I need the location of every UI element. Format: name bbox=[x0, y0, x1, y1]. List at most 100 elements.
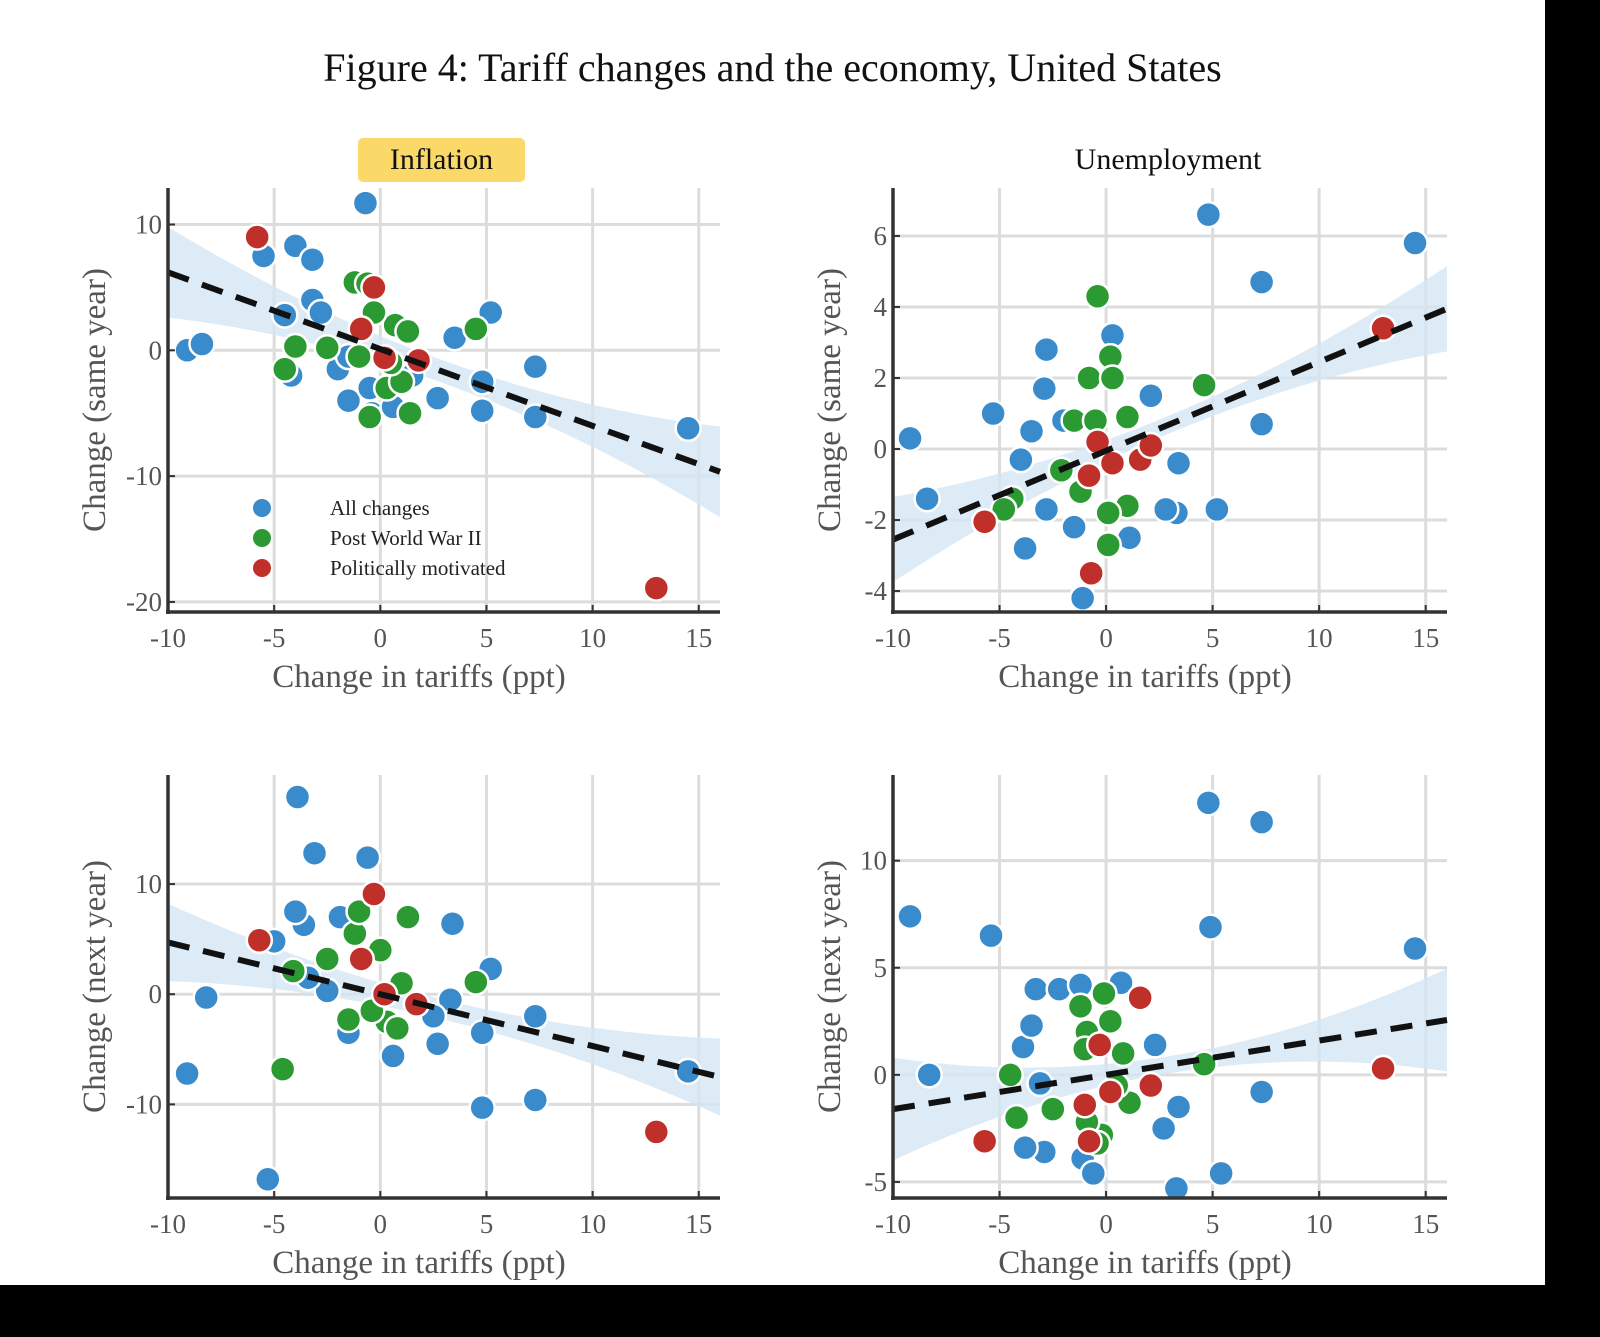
point-political bbox=[1085, 1031, 1114, 1059]
x-tick-label: 10 bbox=[579, 623, 606, 653]
x-tick-label: -5 bbox=[263, 623, 286, 653]
point-all bbox=[977, 921, 1005, 950]
x-tick-label: -5 bbox=[988, 623, 1011, 653]
point-all bbox=[1194, 200, 1223, 229]
point-postwar bbox=[1096, 1007, 1125, 1036]
point-political bbox=[360, 273, 388, 302]
point-all bbox=[1164, 1093, 1193, 1121]
point-all bbox=[334, 386, 363, 415]
point-all bbox=[1247, 808, 1276, 836]
y-tick-label: 2 bbox=[874, 363, 888, 393]
x-tick-label: 5 bbox=[480, 623, 494, 653]
point-all bbox=[1137, 381, 1165, 410]
point-political bbox=[347, 945, 375, 973]
point-all bbox=[1247, 1078, 1276, 1106]
point-all bbox=[423, 1030, 452, 1058]
point-all bbox=[915, 1061, 943, 1089]
y-axis-label: Change (next year) bbox=[77, 860, 113, 1113]
point-all bbox=[298, 245, 327, 274]
legend-marker-political bbox=[253, 559, 271, 577]
point-all bbox=[1207, 1159, 1235, 1188]
point-political bbox=[970, 508, 999, 536]
point-political bbox=[642, 574, 671, 602]
point-postwar bbox=[313, 334, 341, 362]
x-tick-label: 5 bbox=[1206, 1209, 1220, 1239]
point-postwar bbox=[271, 355, 299, 383]
x-tick-label: -10 bbox=[150, 623, 186, 653]
point-postwar bbox=[345, 342, 373, 371]
figure-title: Figure 4: Tariff changes and the economy… bbox=[323, 45, 1222, 90]
point-postwar bbox=[1190, 371, 1218, 399]
point-all bbox=[1017, 1011, 1046, 1040]
point-all bbox=[1164, 449, 1193, 477]
x-tick-label: -5 bbox=[263, 1209, 286, 1239]
y-tick-label: -2 bbox=[865, 505, 888, 535]
point-all bbox=[1203, 495, 1231, 524]
x-axis-label: Change in tariffs (ppt) bbox=[272, 1245, 566, 1281]
point-political bbox=[1071, 1091, 1099, 1119]
point-all bbox=[1060, 513, 1088, 541]
fit-line bbox=[892, 1017, 1448, 1113]
legend-marker-all bbox=[253, 499, 271, 517]
point-postwar bbox=[1083, 282, 1112, 311]
point-all bbox=[674, 414, 702, 443]
point-all bbox=[353, 843, 382, 872]
point-postwar bbox=[1113, 403, 1142, 431]
point-postwar bbox=[268, 1055, 297, 1083]
y-axis-label: Change (same year) bbox=[812, 268, 848, 532]
point-political bbox=[1369, 1054, 1397, 1083]
x-tick-label: 0 bbox=[374, 1209, 388, 1239]
point-all bbox=[1068, 584, 1097, 612]
point-postwar bbox=[1075, 364, 1103, 392]
point-political bbox=[1075, 1127, 1103, 1155]
legend: All changes Post World War II Politically … bbox=[253, 496, 506, 580]
fit-line bbox=[891, 305, 1449, 543]
point-all bbox=[913, 484, 941, 513]
x-tick-label: -10 bbox=[875, 1209, 911, 1239]
x-tick-label: 0 bbox=[1099, 623, 1113, 653]
point-all bbox=[1007, 445, 1035, 474]
point-postwar bbox=[1066, 992, 1095, 1021]
point-all bbox=[521, 352, 550, 381]
y-tick-label: 0 bbox=[149, 335, 163, 365]
legend-label: Politically motivated bbox=[330, 556, 506, 580]
point-postwar bbox=[1094, 499, 1122, 527]
point-all bbox=[1196, 913, 1225, 941]
x-tick-label: 10 bbox=[1306, 1209, 1333, 1239]
x-axis-label: Change in tariffs (ppt) bbox=[998, 659, 1292, 695]
legend-marker-postwar bbox=[253, 529, 271, 547]
point-all bbox=[379, 1042, 407, 1070]
point-all bbox=[1149, 1114, 1178, 1143]
point-political bbox=[1077, 559, 1105, 588]
point-political bbox=[970, 1127, 999, 1155]
x-tick-label: 5 bbox=[480, 1209, 494, 1239]
column-title-inflation: Inflation bbox=[358, 138, 525, 182]
x-tick-label: -10 bbox=[875, 623, 911, 653]
y-tick-label: 5 bbox=[874, 953, 888, 983]
point-all bbox=[979, 399, 1007, 428]
point-political bbox=[243, 223, 271, 251]
point-all bbox=[438, 909, 467, 938]
y-axis-label: Change (same year) bbox=[77, 268, 113, 532]
y-tick-label: 4 bbox=[874, 292, 888, 322]
point-political bbox=[1096, 1078, 1125, 1106]
point-political bbox=[360, 880, 388, 908]
point-postwar bbox=[996, 1061, 1024, 1089]
point-postwar bbox=[396, 399, 424, 427]
x-tick-label: 15 bbox=[685, 623, 712, 653]
point-all bbox=[521, 1086, 550, 1114]
point-all bbox=[192, 983, 220, 1012]
point-political bbox=[347, 315, 375, 343]
x-axis-label: Change in tariffs (ppt) bbox=[272, 659, 566, 695]
y-tick-label: -10 bbox=[126, 1089, 162, 1119]
x-tick-label: -5 bbox=[988, 1209, 1011, 1239]
point-all bbox=[1401, 229, 1429, 257]
point-postwar bbox=[1094, 531, 1122, 559]
point-all bbox=[1011, 1133, 1039, 1162]
point-postwar bbox=[462, 315, 490, 343]
y-tick-label: 6 bbox=[874, 221, 888, 251]
x-tick-label: 10 bbox=[579, 1209, 606, 1239]
y-tick-label: -20 bbox=[126, 587, 162, 617]
x-tick-label: 5 bbox=[1206, 623, 1220, 653]
